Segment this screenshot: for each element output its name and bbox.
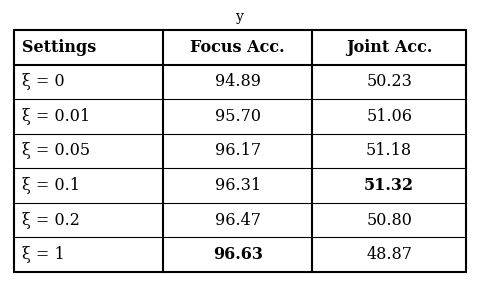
Text: Settings: Settings [22, 39, 96, 56]
Text: ξ = 1: ξ = 1 [22, 246, 65, 263]
Bar [14, 30, 466, 272]
Text: 48.87: 48.87 [366, 246, 412, 263]
Text: Joint Acc.: Joint Acc. [346, 39, 432, 56]
Text: 95.70: 95.70 [215, 108, 261, 125]
Text: ξ = 0.2: ξ = 0.2 [22, 212, 80, 229]
Text: Focus Acc.: Focus Acc. [191, 39, 285, 56]
Text: 96.63: 96.63 [213, 246, 263, 263]
Text: 51.06: 51.06 [366, 108, 412, 125]
Text: 94.89: 94.89 [215, 73, 261, 90]
Text: ξ = 0.1: ξ = 0.1 [22, 177, 80, 194]
Text: ξ = 0.05: ξ = 0.05 [22, 143, 90, 159]
Text: ξ = 0.01: ξ = 0.01 [22, 108, 90, 125]
Text: 51.32: 51.32 [364, 177, 414, 194]
Text: 50.23: 50.23 [366, 73, 412, 90]
Text: 51.18: 51.18 [366, 143, 412, 159]
Text: 50.80: 50.80 [366, 212, 412, 229]
Text: ξ = 0: ξ = 0 [22, 73, 65, 90]
Text: 96.17: 96.17 [215, 143, 261, 159]
Text: 96.31: 96.31 [215, 177, 261, 194]
Text: 96.47: 96.47 [215, 212, 261, 229]
Text: y: y [236, 10, 244, 24]
